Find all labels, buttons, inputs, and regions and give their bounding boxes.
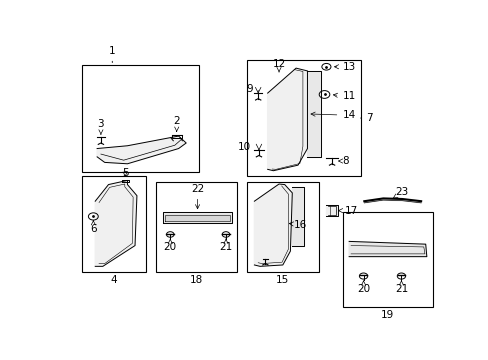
- Polygon shape: [254, 184, 292, 266]
- Text: 3: 3: [98, 118, 104, 134]
- Text: 15: 15: [276, 275, 289, 285]
- Polygon shape: [292, 187, 303, 246]
- Text: 23: 23: [392, 187, 408, 198]
- Bar: [246, 60, 360, 176]
- Text: 19: 19: [381, 310, 394, 320]
- Text: 6: 6: [90, 221, 97, 234]
- Polygon shape: [163, 212, 231, 223]
- Text: 9: 9: [245, 84, 252, 94]
- Text: 22: 22: [190, 184, 204, 209]
- Text: 21: 21: [219, 239, 232, 252]
- Text: 17: 17: [338, 206, 357, 216]
- Polygon shape: [307, 71, 320, 157]
- Text: 10: 10: [238, 142, 251, 152]
- Text: 8: 8: [338, 156, 348, 166]
- Bar: [246, 182, 318, 272]
- Text: 21: 21: [394, 281, 407, 294]
- Text: 14: 14: [310, 110, 355, 120]
- Text: 20: 20: [163, 239, 177, 252]
- Polygon shape: [97, 136, 186, 164]
- Polygon shape: [165, 215, 229, 221]
- Text: 4: 4: [111, 275, 117, 285]
- Text: 18: 18: [189, 275, 203, 285]
- Text: 5: 5: [122, 168, 128, 179]
- Text: 11: 11: [333, 91, 355, 102]
- Bar: [156, 182, 237, 272]
- Text: 7: 7: [360, 113, 372, 123]
- Polygon shape: [326, 205, 337, 216]
- Bar: [82, 66, 199, 172]
- Text: 16: 16: [289, 220, 306, 230]
- Text: 13: 13: [334, 62, 355, 72]
- Text: 20: 20: [356, 281, 369, 294]
- Polygon shape: [267, 68, 307, 171]
- Polygon shape: [364, 198, 420, 203]
- Bar: [82, 176, 146, 272]
- Text: 1: 1: [109, 46, 115, 63]
- Polygon shape: [95, 180, 137, 266]
- Text: 12: 12: [272, 59, 285, 72]
- Bar: [343, 212, 432, 307]
- Polygon shape: [348, 242, 426, 257]
- Text: 2: 2: [173, 116, 180, 131]
